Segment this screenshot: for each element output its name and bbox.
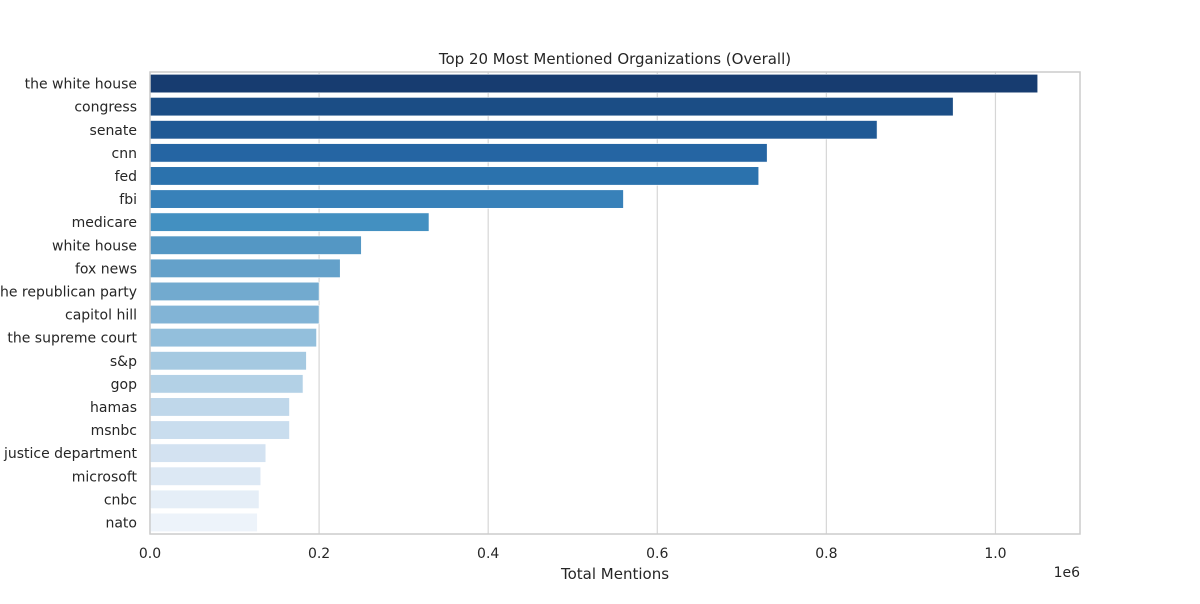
bar[interactable]: cnn bbox=[149, 143, 768, 163]
bar[interactable]: microsoft bbox=[149, 466, 262, 486]
x-tick-label: 0.2 bbox=[308, 546, 330, 562]
x-tick-label: 1.0 bbox=[984, 546, 1006, 562]
bar[interactable]: hamas bbox=[149, 397, 290, 417]
y-tick-label: medicare bbox=[72, 215, 137, 231]
y-tick-label: nato bbox=[105, 515, 137, 531]
x-tick-label: 0.0 bbox=[139, 546, 161, 562]
y-tick-label: msnbc bbox=[91, 423, 137, 439]
x-tick-labels: 0.0 0.2 0.4 0.6 0.8 1.0 bbox=[139, 546, 1007, 562]
chart-title: Top 20 Most Mentioned Organizations (Ove… bbox=[438, 50, 791, 68]
y-tick-label: the justice department bbox=[0, 446, 138, 462]
y-tick-label: senate bbox=[90, 123, 137, 139]
y-tick-label: the supreme court bbox=[7, 331, 137, 347]
y-tick-label: gop bbox=[111, 377, 137, 393]
y-tick-labels: the white house congress senate cnn fed fbi me… bbox=[0, 77, 138, 532]
y-tick-label: s&p bbox=[110, 354, 137, 370]
x-tick-label: 0.6 bbox=[646, 546, 668, 562]
y-tick-label: fox news bbox=[75, 261, 137, 277]
y-tick-label: fed bbox=[115, 169, 137, 185]
y-tick-label: hamas bbox=[90, 400, 137, 416]
y-tick-label: the white house bbox=[25, 77, 137, 93]
bar[interactable]: white house bbox=[149, 235, 362, 255]
bar[interactable]: cnbc bbox=[149, 489, 260, 509]
bar[interactable]: nato bbox=[149, 512, 258, 532]
bar[interactable]: senate bbox=[149, 120, 878, 140]
bar[interactable]: fed bbox=[149, 166, 760, 186]
bar[interactable]: the justice department bbox=[149, 443, 267, 463]
y-tick-label: cnbc bbox=[104, 492, 137, 508]
grid-layer bbox=[149, 72, 997, 534]
x-tick-label: 0.4 bbox=[477, 546, 499, 562]
bar[interactable]: s&p bbox=[149, 351, 307, 371]
bar[interactable]: msnbc bbox=[149, 420, 290, 440]
bar[interactable]: fox news bbox=[149, 258, 341, 278]
y-tick-label: the republican party bbox=[0, 284, 137, 300]
plot-frame bbox=[149, 71, 1081, 535]
y-tick-label: white house bbox=[52, 238, 137, 254]
bars-layer: the white house congress senate cnn fed fbi me… bbox=[149, 74, 1039, 532]
y-tick-label: cnn bbox=[112, 146, 137, 162]
bar[interactable]: medicare bbox=[149, 212, 430, 232]
x-axis-label: Total Mentions bbox=[560, 565, 669, 583]
y-tick-label: microsoft bbox=[72, 469, 138, 485]
bar[interactable]: fbi bbox=[149, 189, 624, 209]
y-tick-label: fbi bbox=[119, 192, 137, 208]
y-tick-label: capitol hill bbox=[65, 308, 137, 324]
bar[interactable]: the white house bbox=[149, 74, 1039, 94]
bar[interactable]: capitol hill bbox=[149, 305, 320, 325]
y-tick-label: congress bbox=[74, 100, 137, 116]
bar[interactable]: the republican party bbox=[149, 281, 320, 301]
bar[interactable]: congress bbox=[149, 97, 954, 117]
x-axis-scale-note: 1e6 bbox=[1054, 565, 1081, 581]
x-tick-label: 0.8 bbox=[815, 546, 837, 562]
bar[interactable]: gop bbox=[149, 374, 304, 394]
bar[interactable]: the supreme court bbox=[149, 328, 317, 348]
